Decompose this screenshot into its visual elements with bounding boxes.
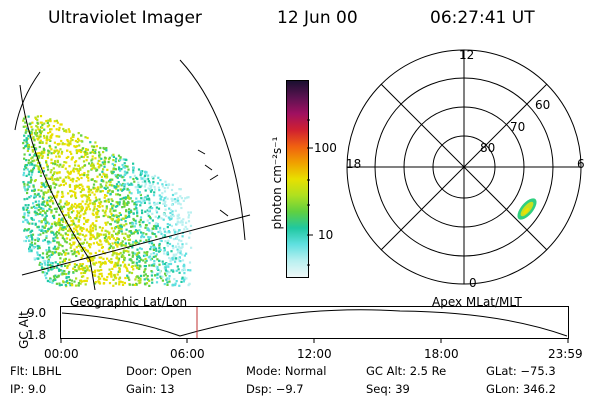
earth-limb-arc-right (179, 59, 246, 241)
earth-limb-arc (14, 71, 41, 131)
date-label: 12 Jun 00 (277, 8, 358, 28)
longitude-line (21, 214, 251, 276)
timeline-xtick-0600: 06:00 (170, 347, 205, 361)
info-gc-alt: GC Alt: 2.5 Re (366, 364, 447, 378)
colorbar-tick-10: 10 (318, 228, 334, 242)
info-ip: IP: 9.0 (10, 382, 47, 396)
mlt-label-6: 6 (577, 157, 585, 171)
timeline-ytick-1.8: 1.8 (27, 328, 47, 342)
aurora-emission-field (22, 115, 193, 288)
terminator-ticks (197, 149, 229, 217)
colorbar-tick-100: 100 (314, 141, 337, 155)
lat-label-60: 60 (535, 98, 551, 112)
colorbar-label: photon cm⁻²s⁻¹ (270, 136, 284, 230)
time-label: 06:27:41 UT (430, 8, 535, 28)
timeline-ytick-9: 9.0 (27, 306, 47, 320)
info-filter: Flt: LBHL (10, 364, 62, 378)
altitude-curve (61, 309, 568, 337)
timeline-xtick-1800: 18:00 (424, 347, 459, 361)
lat-label-80: 80 (480, 141, 496, 155)
info-mode: Mode: Normal (246, 364, 327, 378)
mlt-label-0: 0 (469, 276, 477, 290)
apex-panel-label: Apex MLat/MLT (432, 295, 522, 309)
info-glon: GLon: 346.2 (486, 382, 556, 396)
info-dsp: Dsp: −9.7 (246, 382, 304, 396)
mlt-label-18: 18 (346, 157, 362, 171)
aurora-blob (517, 198, 537, 220)
info-door: Door: Open (126, 364, 192, 378)
colorbar (286, 80, 309, 278)
latitude-line (19, 84, 96, 290)
timeline-xtick-1200: 12:00 (297, 347, 332, 361)
timeline-xtick-2359: 23:59 (548, 347, 583, 361)
instrument-title: Ultraviolet Imager (48, 8, 202, 28)
timeline-xtick-0000: 00:00 (44, 347, 79, 361)
mlt-axis-diagonal-2 (380, 83, 548, 251)
lat-label-70: 70 (510, 120, 526, 134)
orbit-altitude-plot (60, 306, 569, 343)
info-gain: Gain: 13 (126, 382, 175, 396)
geographic-image (14, 59, 251, 290)
info-glat: GLat: −75.3 (486, 364, 556, 378)
mlt-label-12: 12 (459, 48, 475, 62)
info-seq: Seq: 39 (366, 382, 410, 396)
geographic-panel-label: Geographic Lat/Lon (70, 295, 188, 309)
polar-plot (346, 49, 582, 285)
colorbar-axis (307, 119, 313, 266)
